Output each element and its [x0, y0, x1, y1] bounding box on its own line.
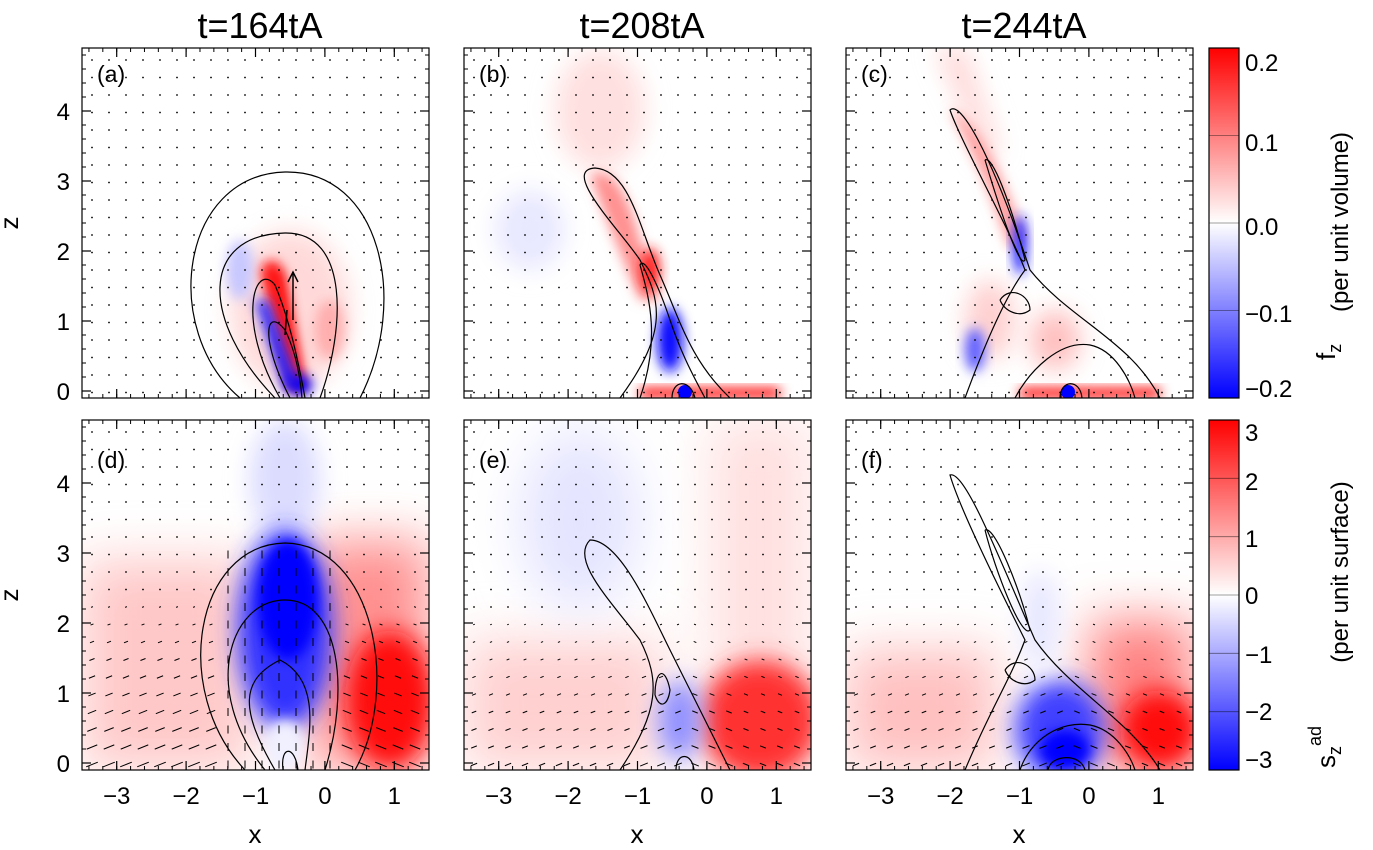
panel-letter-e: (e)	[479, 447, 507, 473]
heatmap-f	[846, 474, 1193, 770]
colorbar-top-tick-2: 0.0	[1245, 214, 1278, 241]
z-tick-label: 3	[57, 541, 70, 568]
heatmap-c	[935, 48, 1161, 398]
x-tick-label: 1	[388, 783, 401, 810]
colorbar-bottom-tick-5: −2	[1245, 699, 1272, 726]
x-tick-label: −3	[103, 783, 130, 810]
colorbar-bottom-tick-6: −3	[1245, 747, 1272, 774]
colorbar-bottom-label: (per unit surface)	[1327, 481, 1354, 662]
z-tick-label: 1	[57, 681, 70, 708]
colorbar-bottom-tick-0: 3	[1245, 420, 1258, 447]
panel-e: −3 −2 −1 0 1 (e)	[463, 419, 812, 810]
panel-letter-c: (c)	[861, 61, 888, 87]
x-tick-label: 0	[700, 783, 713, 810]
x-tick-label: 0	[318, 783, 331, 810]
colorbar-bottom-tick-4: −1	[1245, 642, 1272, 669]
panel-letter-d: (d)	[97, 447, 125, 473]
colorbar-top-label: (per unit volume)	[1327, 132, 1354, 312]
colorbar-top-symbol: fz	[1311, 344, 1345, 360]
arrow-field-c	[855, 59, 1180, 394]
colorbar-top-tick-1: 0.1	[1245, 130, 1278, 157]
colorbar-bottom-tick-2: 1	[1245, 526, 1258, 553]
heatmap-a	[190, 171, 385, 398]
z-tick-label: 0	[57, 751, 70, 778]
panel-c: (c)	[845, 47, 1194, 399]
panel-letter-f: (f)	[861, 447, 883, 473]
x-tick-label: 0	[1082, 783, 1095, 810]
z-axis-label-top: z	[0, 217, 24, 230]
x-tick-label: −1	[624, 783, 651, 810]
x-axis-label-3: x	[1013, 819, 1026, 849]
arrow-field-e	[470, 431, 801, 767]
colorbar-bottom-symbol: szad	[1305, 726, 1345, 768]
x-tick-label: −2	[554, 783, 581, 810]
arrow-field-b	[473, 59, 798, 394]
panel-f: −3 −2 −1 0 1 (f)	[845, 419, 1194, 810]
x-axis-label-2: x	[631, 819, 644, 849]
panel-b: (b)	[463, 47, 812, 399]
arrow-field-d	[86, 431, 421, 769]
z-tick-label: 4	[57, 99, 70, 126]
colorbar-bottom: 3 2 1 0 −1 −2 −3 (per unit surface) szad	[1208, 419, 1354, 774]
arrow-field-f	[852, 431, 1183, 767]
panel-d: −3 −2 −1 0 1 0 1 2 3 4 (d)	[57, 419, 430, 810]
x-tick-label: −1	[1006, 783, 1033, 810]
x-tick-label: −2	[936, 783, 963, 810]
colorbar-top-tick-3: −0.1	[1245, 301, 1292, 328]
colorbar-bottom-tick-3: 0	[1245, 583, 1258, 610]
colorbar-top-tick-4: −0.2	[1245, 376, 1292, 403]
x-tick-label: −2	[172, 783, 199, 810]
arrow-field-a	[91, 59, 416, 394]
x-tick-label: −1	[242, 783, 269, 810]
x-tick-label: −3	[485, 783, 512, 810]
colorbar-top-tick-0: 0.2	[1245, 50, 1278, 77]
x-axis-label-1: x	[249, 819, 262, 849]
column-title-3: t=244tA	[961, 5, 1086, 46]
column-title-1: t=164tA	[197, 5, 322, 46]
heatmap-b	[495, 50, 780, 398]
z-tick-label: 4	[57, 471, 70, 498]
heatmap-e	[464, 420, 811, 770]
panel-letter-b: (b)	[479, 61, 507, 87]
x-tick-label: 1	[770, 783, 783, 810]
z-tick-label: 2	[57, 239, 70, 266]
colorbar-bottom-tick-1: 2	[1245, 469, 1258, 496]
colorbar-top: 0.2 0.1 0.0 −0.1 −0.2 (per unit volume) …	[1208, 47, 1354, 403]
panel-a: 0 1 2 3 4 (a)	[57, 47, 430, 406]
x-tick-label: −3	[867, 783, 894, 810]
panel-letter-a: (a)	[97, 61, 125, 87]
x-tick-label: 1	[1152, 783, 1165, 810]
z-tick-label: 1	[57, 309, 70, 336]
z-tick-label: 2	[57, 611, 70, 638]
heatmap-d	[82, 420, 429, 770]
z-tick-label: 0	[57, 379, 70, 406]
z-tick-label: 3	[57, 169, 70, 196]
column-title-2: t=208tA	[579, 5, 704, 46]
z-axis-label-bottom: z	[0, 589, 24, 602]
